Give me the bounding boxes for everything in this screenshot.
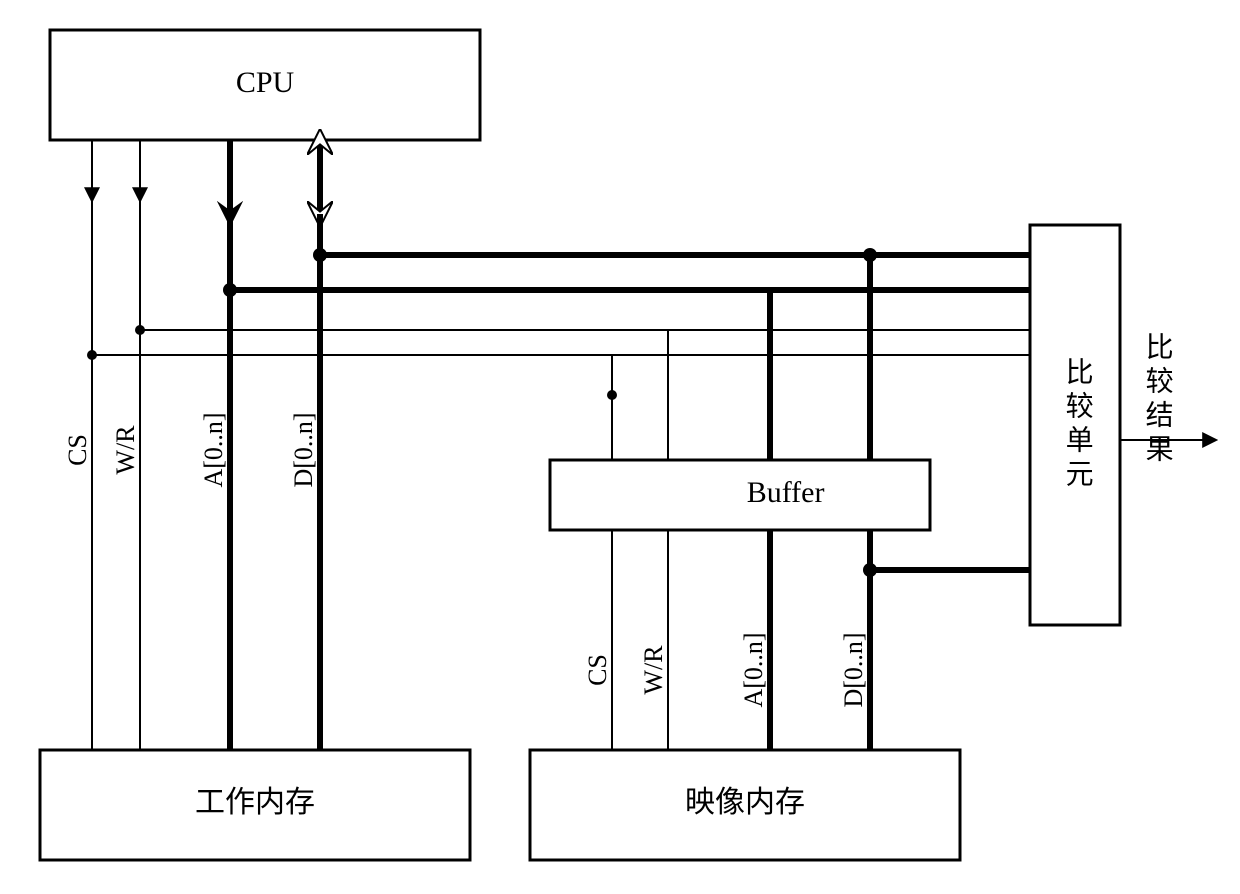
image-memory-label: 映像内存	[685, 786, 805, 819]
cs-label-left: CS	[63, 434, 92, 466]
d-label-right: D[0..n]	[839, 632, 868, 707]
a-label-right: A[0..n]	[739, 632, 768, 707]
cpu-label: CPU	[236, 66, 295, 99]
wr-label-right: W/R	[639, 645, 668, 695]
buffer-label: Buffer	[747, 476, 825, 509]
work-memory-label: 工作内存	[195, 786, 315, 819]
buffer-block	[550, 460, 930, 530]
a-label-left: A[0..n]	[199, 412, 228, 487]
wr-label-left: W/R	[111, 425, 140, 475]
d-label-left: D[0..n]	[289, 412, 318, 487]
cs-label-right: CS	[583, 654, 612, 686]
comparator-label: 比较单元	[1062, 357, 1093, 493]
compare-result-label: 比较结果	[1142, 332, 1174, 468]
